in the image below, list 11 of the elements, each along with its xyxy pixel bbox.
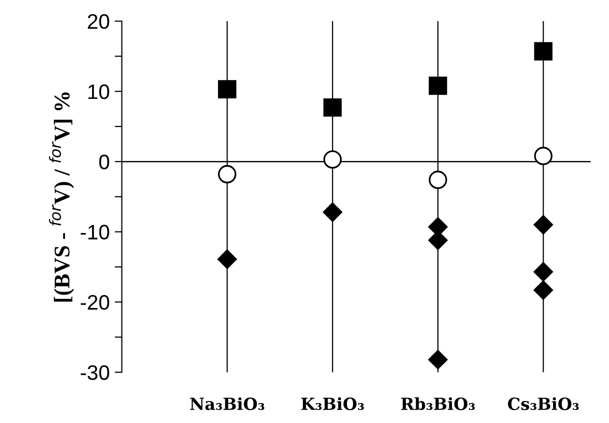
y-tick-label: 20 bbox=[88, 14, 110, 29]
y-axis-title: [(BVS - $^{for}$V) / $^{for}$V] % bbox=[49, 92, 74, 302]
y-tick-label: 10 bbox=[88, 84, 110, 100]
x-tick-label: K₃BiO₃ bbox=[301, 397, 364, 410]
x-tick-label: Cs₃BiO₃ bbox=[508, 397, 579, 410]
x-tick-label: Rb₃BiO₃ bbox=[401, 397, 475, 410]
y-tick-label: -30 bbox=[80, 365, 110, 380]
x-tick-label: Na₃BiO₃ bbox=[190, 397, 264, 410]
y-tick-label: -20 bbox=[80, 295, 110, 310]
y-tick-label: 0 bbox=[99, 154, 110, 170]
y-tick-label: -10 bbox=[80, 224, 110, 240]
